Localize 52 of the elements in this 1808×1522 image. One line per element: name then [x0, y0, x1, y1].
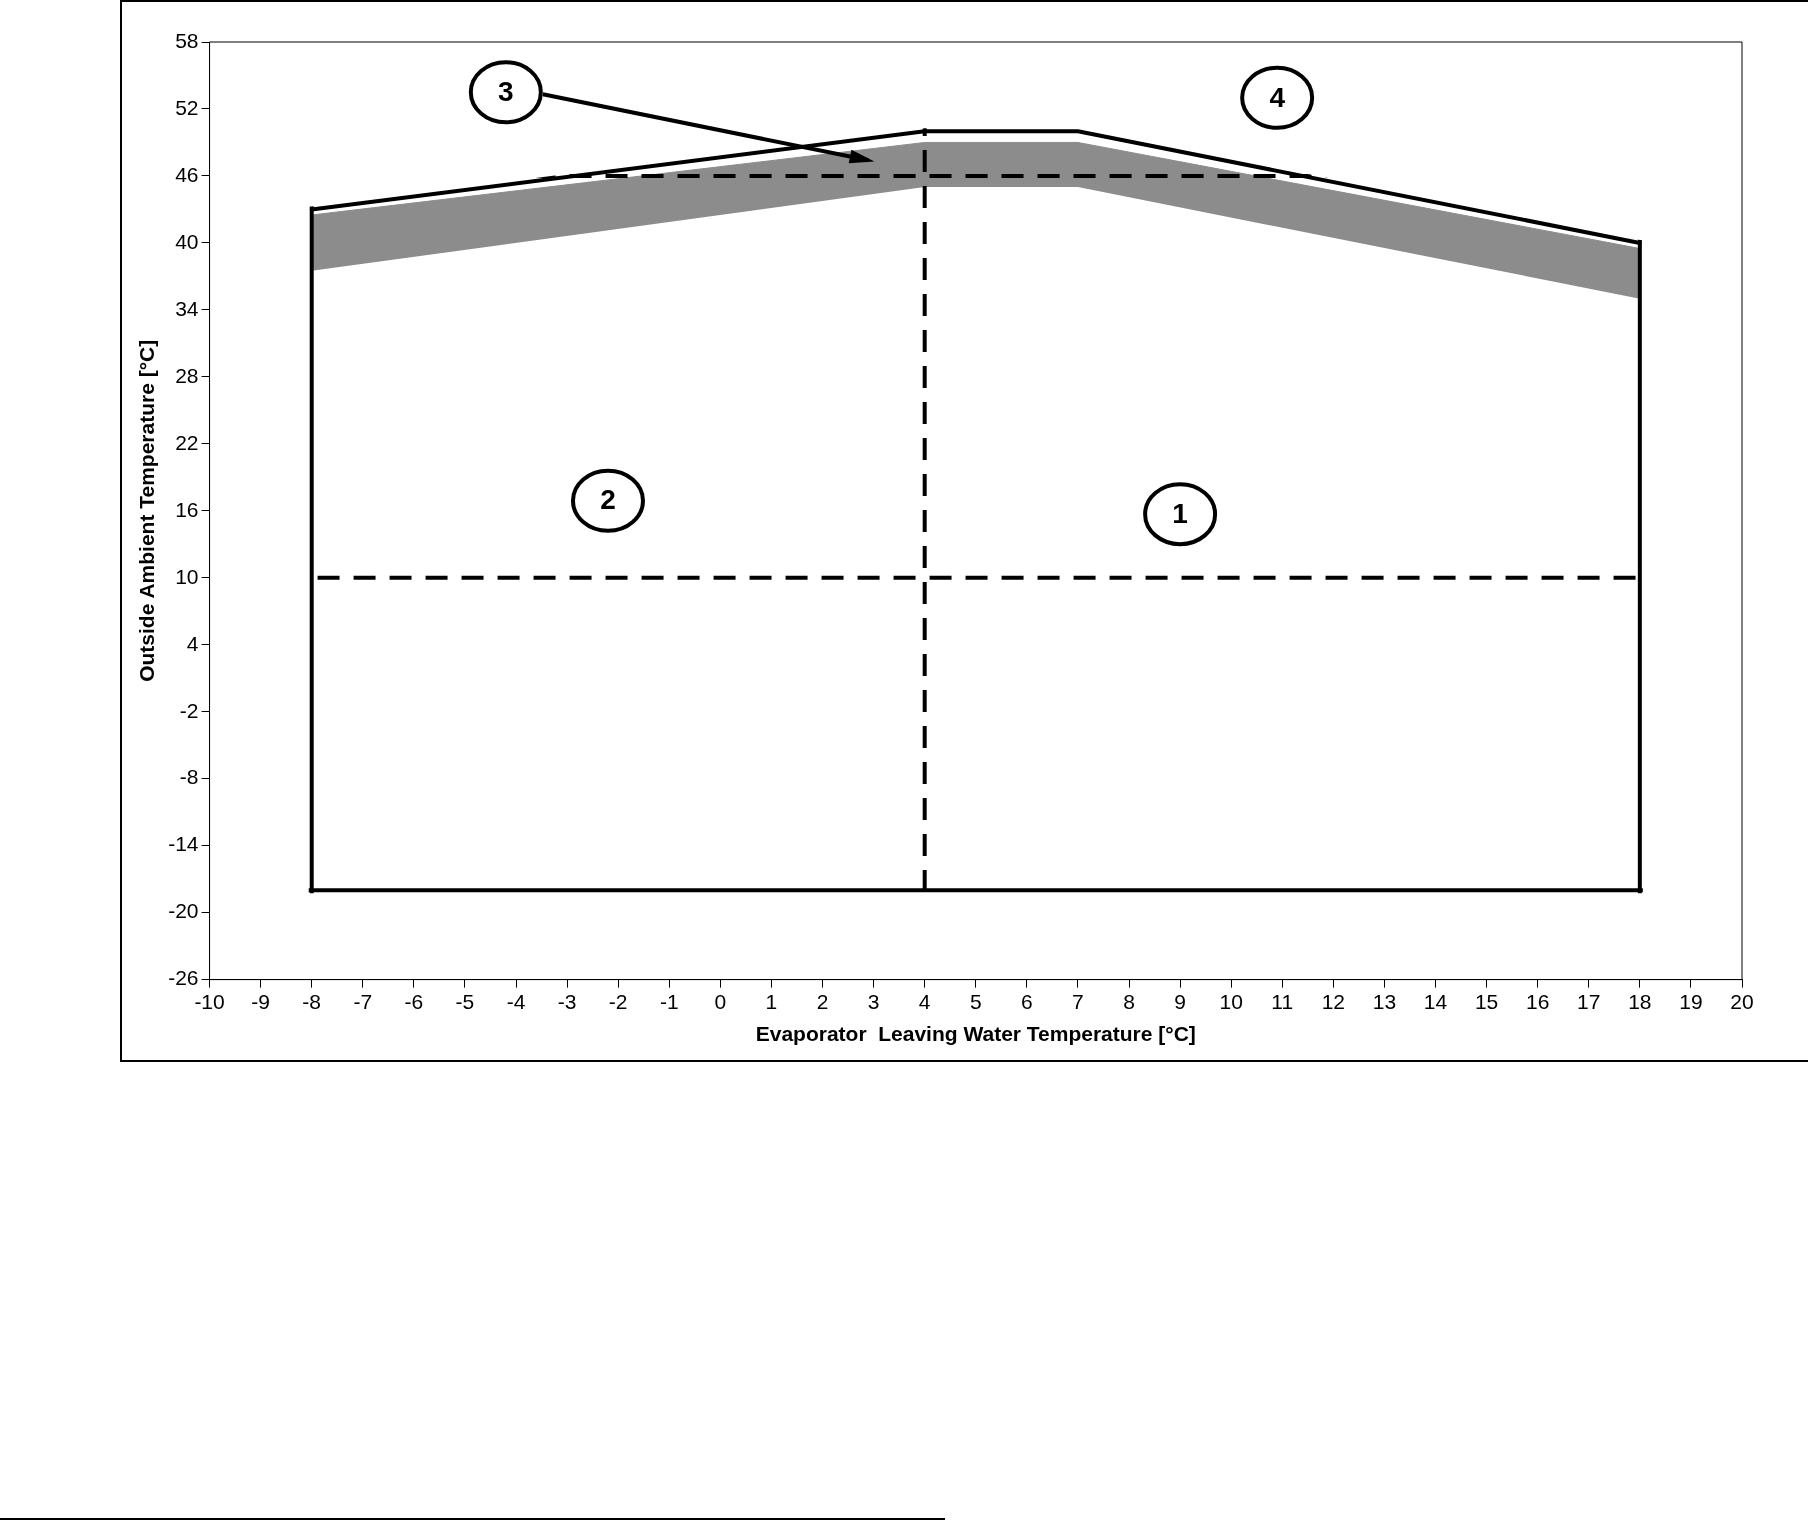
x-tick-label: -2 [608, 990, 628, 1013]
x-tick-label: -4 [506, 990, 526, 1013]
x-tick-label: -6 [404, 990, 424, 1013]
y-tick-label: -2 [179, 698, 199, 722]
x-tick-label: 4 [918, 990, 931, 1013]
x-tick-label: 15 [1474, 990, 1499, 1013]
x-tick-label: 5 [969, 990, 982, 1013]
annotation: 3 [498, 75, 514, 107]
x-tick-label: -8 [302, 990, 322, 1013]
annotation: 1 [1172, 497, 1188, 529]
y-tick-label: -14 [168, 832, 199, 856]
y-tick-label: 10 [175, 564, 199, 588]
x-tick-label: 1 [765, 990, 778, 1013]
y-tick-label: -8 [179, 765, 199, 789]
x-tick-label: 13 [1372, 990, 1397, 1013]
x-tick-label: 10 [1219, 990, 1243, 1013]
x-tick-label: 11 [1271, 990, 1294, 1013]
x-tick-label: 9 [1174, 990, 1186, 1013]
x-tick-label: -3 [557, 990, 577, 1013]
y-tick-label: 22 [175, 430, 199, 454]
x-axis-title: Evaporator Leaving Water Temperature [°C] [755, 1022, 1196, 1046]
x-tick-label: 17 [1577, 990, 1601, 1013]
x-tick-label: -1 [659, 990, 679, 1013]
x-tick-label: 18 [1628, 990, 1652, 1013]
x-tick-label: 20 [1730, 990, 1754, 1013]
x-tick-label: -9 [251, 990, 270, 1013]
x-tick-label: 16 [1525, 990, 1550, 1013]
y-tick-label: 16 [175, 497, 199, 521]
annotation: 2 [600, 484, 616, 516]
y-axis-title: Outside Ambient Temperature [°C] [135, 339, 159, 682]
x-tick-label: 6 [1021, 990, 1033, 1013]
y-tick-label: -20 [168, 899, 199, 923]
x-tick-label: 2 [816, 990, 829, 1013]
y-tick-label: 40 [175, 229, 199, 253]
x-tick-label: 8 [1123, 990, 1135, 1013]
x-tick-label: 12 [1321, 990, 1346, 1013]
y-tick-label: 28 [175, 363, 199, 387]
y-tick-label: 52 [175, 95, 199, 119]
y-tick-label: 34 [175, 296, 199, 320]
x-tick-label: 3 [867, 990, 880, 1013]
y-tick-label: 46 [175, 162, 199, 186]
x-tick-label: 7 [1072, 990, 1084, 1013]
x-tick-label: 19 [1679, 990, 1703, 1013]
y-tick-label: 58 [175, 28, 199, 52]
y-tick-label: 4 [186, 631, 199, 655]
x-tick-label: -5 [455, 990, 475, 1013]
x-tick-label: 0 [714, 990, 727, 1013]
x-tick-label: -10 [194, 990, 225, 1013]
x-tick-label: -7 [353, 990, 373, 1013]
y-tick-label: -26 [168, 966, 199, 990]
x-tick-label: 14 [1423, 990, 1448, 1013]
annotation: 4 [1269, 81, 1286, 113]
